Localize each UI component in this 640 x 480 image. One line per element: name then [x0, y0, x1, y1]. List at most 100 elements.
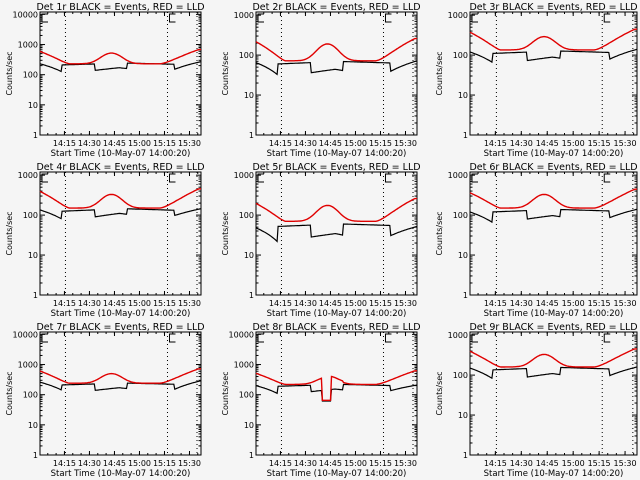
x-tick-label: 15:15: [153, 139, 176, 148]
y-axis-label: Counts/sec: [5, 51, 14, 95]
x-axis-label: Start Time (10-May-07 14:00:20): [484, 149, 624, 159]
y-tick-label: 100: [23, 211, 38, 220]
panel-det-4: Det 4r BLACK = Events, RED = LLD 1 10 100 10…: [5, 162, 205, 319]
x-tick-label: 14:45: [536, 139, 559, 148]
x-tick-label: 15:00: [128, 459, 151, 468]
x-tick-label: 14:30: [294, 459, 317, 468]
x-tick-label: 14:30: [510, 459, 533, 468]
x-tick-label: 15:00: [128, 299, 151, 308]
y-tick-label: 1: [33, 451, 38, 460]
y-tick-label: 1: [249, 291, 254, 300]
plot-frame: [255, 11, 418, 136]
x-tick-label: 14:15: [53, 459, 76, 468]
y-tick-label: 1000: [18, 171, 38, 180]
y-tick-label: 1000: [234, 171, 254, 180]
plot-frame: [39, 331, 202, 456]
panel-title: Det 3r BLACK = Events, RED = LLD: [469, 2, 637, 13]
y-tick-label: 10: [458, 411, 468, 420]
x-tick-label: 15:30: [178, 139, 201, 148]
x-axis-label: Start Time (10-May-07 14:00:20): [484, 309, 624, 319]
x-tick-label: 15:30: [178, 459, 201, 468]
x-tick-label: 14:15: [53, 299, 76, 308]
x-tick-label: 15:15: [369, 299, 392, 308]
x-tick-label: 15:15: [369, 459, 392, 468]
x-axis-label: Start Time (10-May-07 14:00:20): [267, 469, 407, 479]
x-tick-label: 15:30: [614, 139, 637, 148]
panel-det-8: Det 8r BLACK = Events, RED = LLD 1 10 100 10…: [221, 322, 421, 479]
y-tick-label: 10: [28, 251, 38, 260]
plot-frame: [469, 11, 638, 136]
y-axis-label: Counts/sec: [435, 371, 444, 415]
lld-series-line: [469, 188, 637, 209]
panel-title: Det 7r BLACK = Events, RED = LLD: [36, 322, 204, 333]
y-tick-label: 1: [463, 291, 468, 300]
y-tick-label: 1000: [234, 11, 254, 20]
lld-series-line: [39, 188, 201, 209]
e-marker-icon: [168, 333, 176, 343]
e-marker-icon: [603, 13, 611, 23]
panel-det-3: Det 3r BLACK = Events, RED = LLD 1 10 100 10…: [435, 2, 638, 159]
x-tick-label: 14:30: [78, 459, 101, 468]
events-series-line: [39, 380, 202, 391]
y-axis-label: Counts/sec: [435, 51, 444, 95]
x-tick-label: 14:45: [536, 459, 559, 468]
x-tick-label: 14:30: [510, 139, 533, 148]
lld-series-line: [39, 368, 201, 384]
x-tick-label: 14:45: [319, 299, 342, 308]
lld-series-line: [39, 48, 201, 65]
x-tick-label: 14:30: [510, 299, 533, 308]
x-tick-label: 14:45: [103, 459, 126, 468]
y-tick-label: 10: [244, 421, 254, 430]
y-axis-label: Counts/sec: [435, 211, 444, 255]
x-tick-label: 15:30: [178, 299, 201, 308]
y-tick-label: 1000: [448, 11, 468, 20]
events-series-line: [469, 366, 638, 380]
x-tick-label: 15:00: [344, 299, 367, 308]
lld-series-line: [255, 37, 417, 62]
y-tick-label: 1000: [18, 361, 38, 370]
e-marker-icon: [41, 13, 48, 23]
y-tick-label: 1000: [448, 331, 468, 340]
panel-title: Det 4r BLACK = Events, RED = LLD: [36, 162, 204, 173]
x-tick-label: 14:15: [269, 459, 292, 468]
e-marker-icon: [168, 13, 176, 23]
e-marker-icon: [257, 13, 264, 23]
e-marker-icon: [603, 173, 611, 183]
y-tick-label: 10: [244, 251, 254, 260]
e-marker-icon: [257, 333, 264, 343]
x-tick-label: 15:15: [153, 459, 176, 468]
x-tick-label: 14:30: [294, 299, 317, 308]
e-marker-icon: [471, 173, 478, 183]
x-tick-label: 14:15: [484, 459, 507, 468]
x-tick-label: 14:15: [269, 139, 292, 148]
panel-title: Det 8r BLACK = Events, RED = LLD: [252, 322, 420, 333]
e-marker-icon: [603, 333, 611, 343]
y-tick-label: 100: [23, 71, 38, 80]
panel-title: Det 6r BLACK = Events, RED = LLD: [469, 162, 637, 173]
x-tick-label: 14:45: [319, 139, 342, 148]
x-tick-label: 14:45: [319, 459, 342, 468]
events-series-line: [39, 208, 202, 220]
x-tick-label: 14:45: [103, 299, 126, 308]
lld-series-line: [469, 348, 637, 368]
y-tick-label: 1: [249, 131, 254, 140]
x-tick-label: 15:30: [614, 459, 637, 468]
y-tick-label: 1: [33, 131, 38, 140]
panel-det-6: Det 6r BLACK = Events, RED = LLD 1 10 100 10…: [435, 162, 638, 319]
y-tick-label: 100: [239, 391, 254, 400]
x-axis-label: Start Time (10-May-07 14:00:20): [484, 469, 624, 479]
x-tick-label: 14:30: [78, 299, 101, 308]
y-tick-label: 10: [458, 251, 468, 260]
e-marker-icon: [471, 13, 478, 23]
x-tick-label: 15:30: [614, 299, 637, 308]
y-tick-label: 100: [453, 371, 468, 380]
x-tick-label: 14:15: [269, 299, 292, 308]
y-tick-label: 100: [239, 51, 254, 60]
plot-frame: [39, 171, 202, 296]
y-tick-label: 1: [463, 451, 468, 460]
y-tick-label: 10000: [229, 330, 254, 339]
y-tick-label: 10: [28, 101, 38, 110]
y-tick-label: 100: [239, 211, 254, 220]
lld-series-line: [255, 370, 417, 401]
y-axis-label: Counts/sec: [221, 211, 230, 255]
